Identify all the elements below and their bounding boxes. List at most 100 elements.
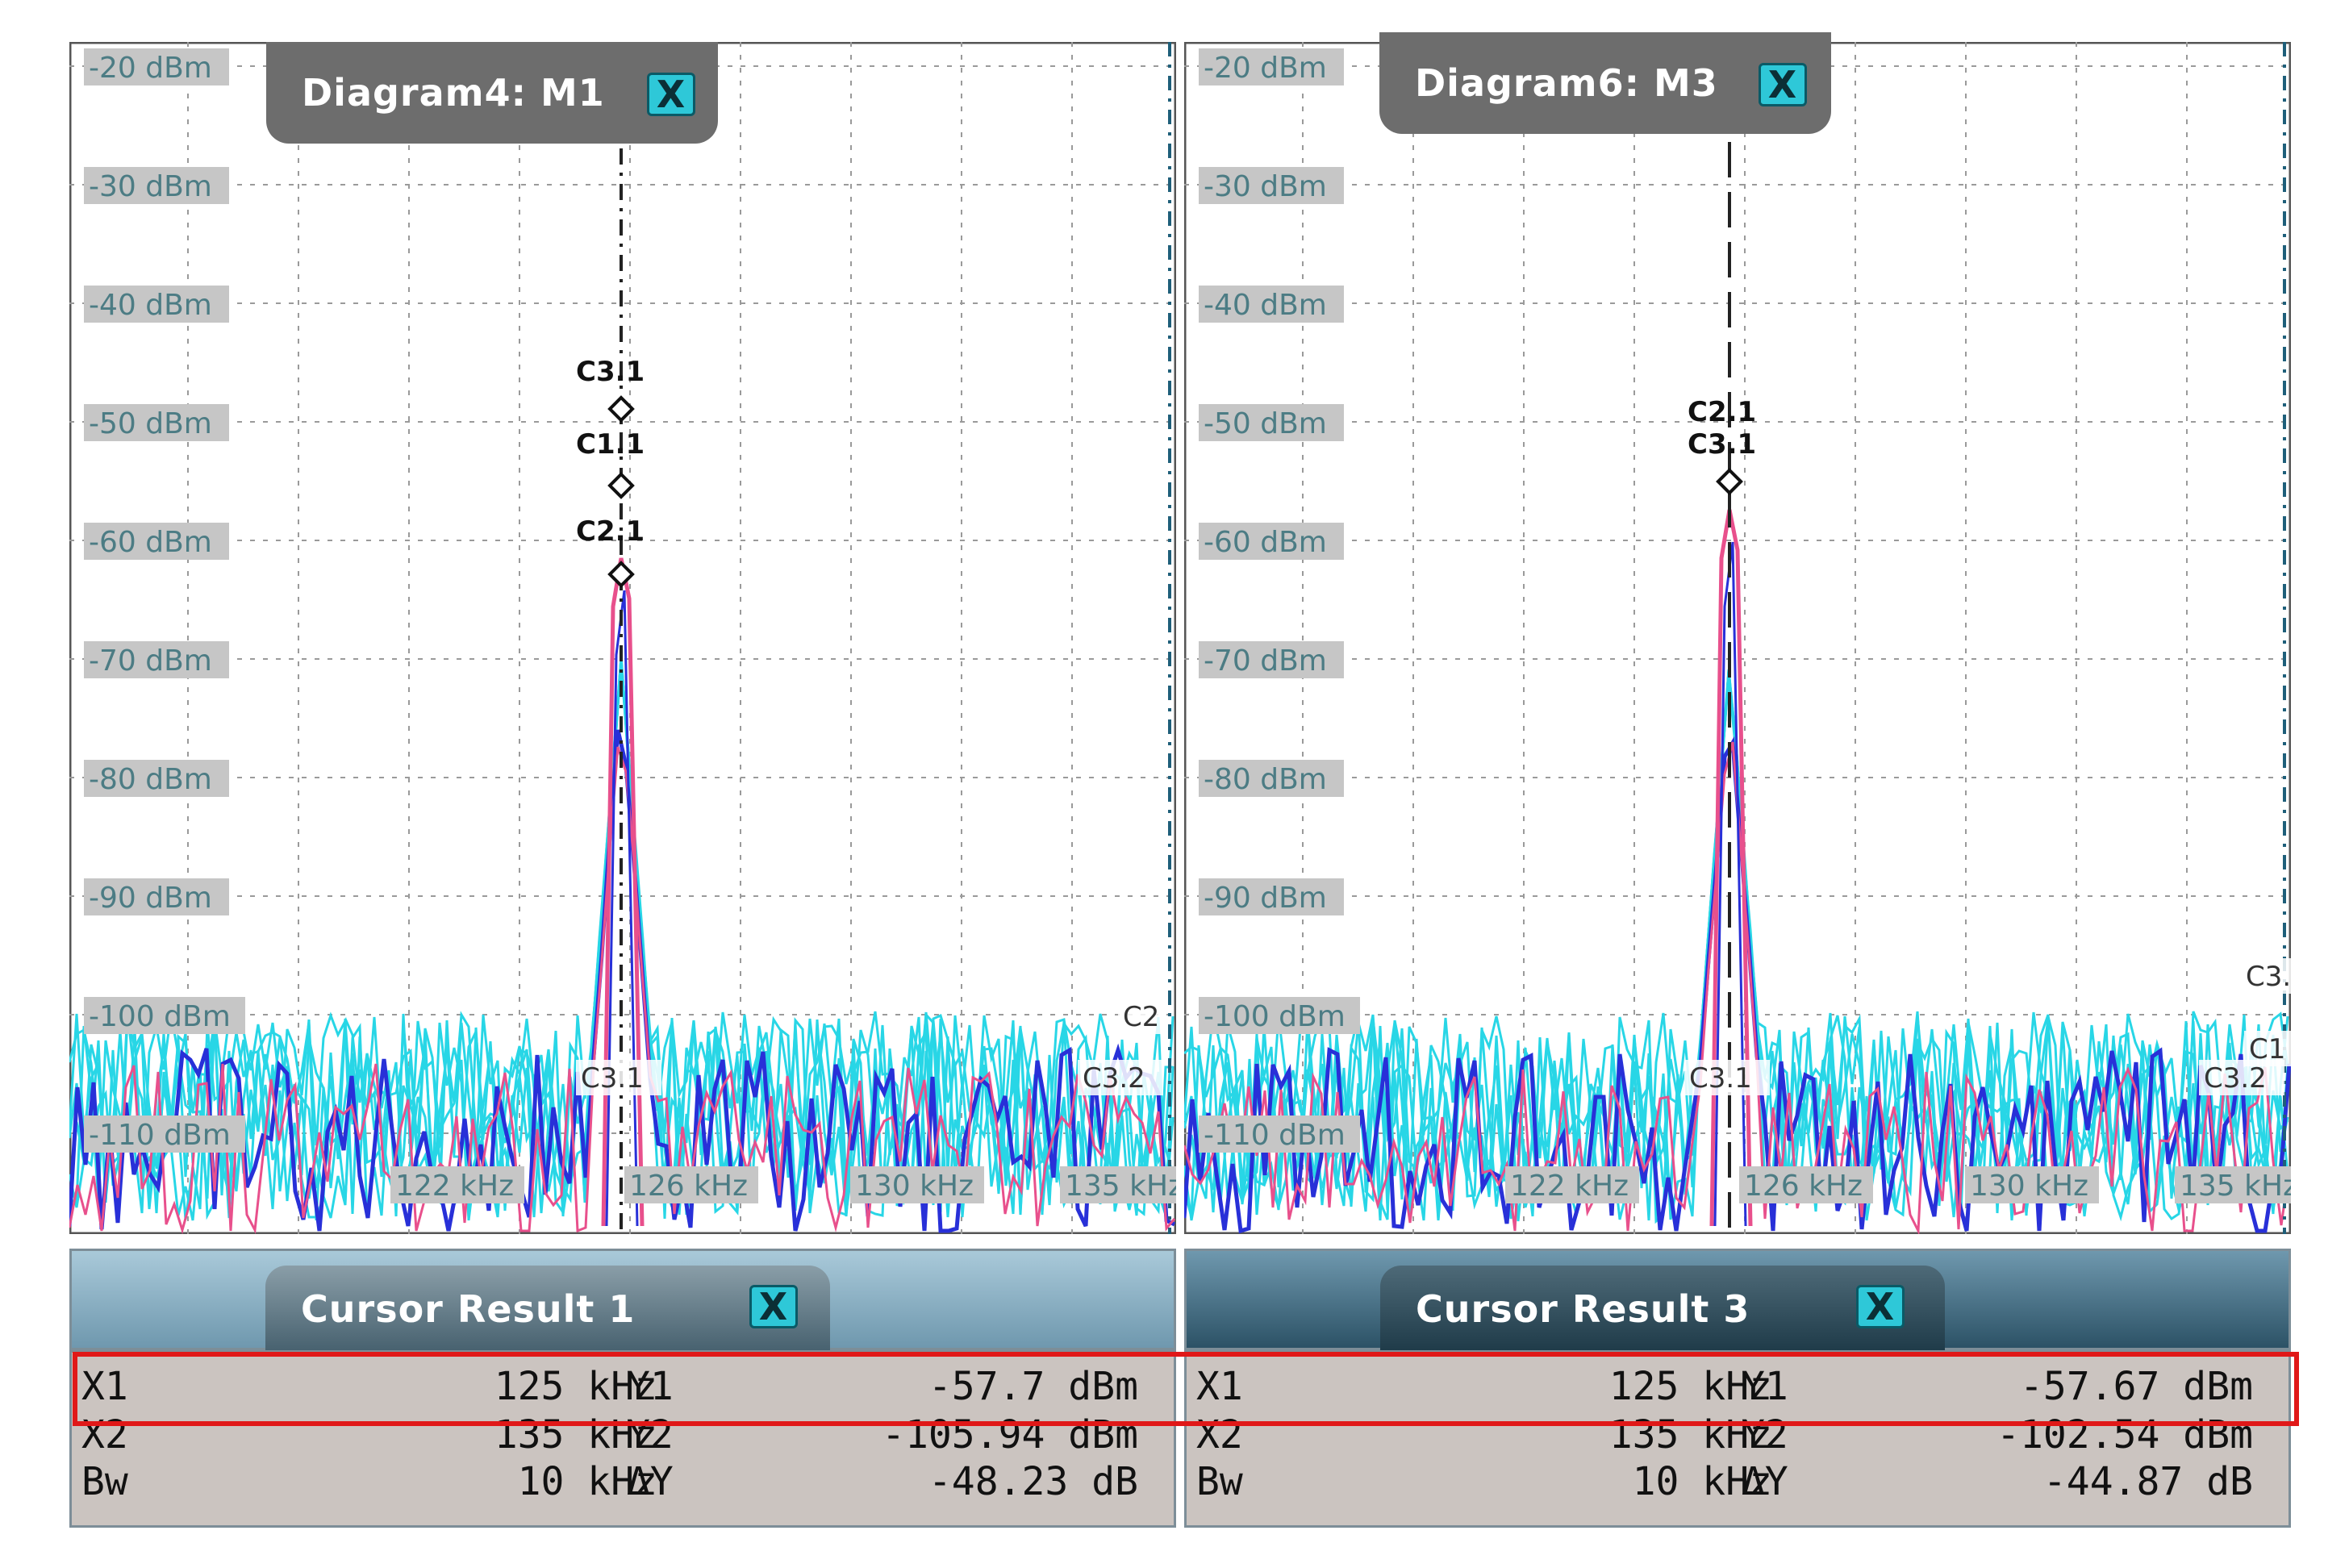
result-value: -48.23 dB [928, 1459, 1138, 1504]
cursor-label-bg [1118, 999, 1165, 1034]
result-row: Bw 10 kHz ΔY -44.87 dB [1187, 1459, 2289, 1506]
y-tick-label: -20 dBm [89, 52, 212, 85]
marker-diamond [607, 395, 635, 423]
plot-frame [69, 42, 1176, 1234]
y-tick-label: -50 dBm [1204, 407, 1327, 440]
result-row: X1 125 kHz Y1 -57.7 dBm [72, 1364, 1174, 1411]
diagram-right-title-tab[interactable]: Diagram6: M3 X [1379, 32, 1831, 134]
y-tick-bg [1199, 167, 1344, 204]
x-tick-bg [390, 1166, 524, 1203]
y-tick-bg [84, 997, 245, 1034]
diagram-right-close-button[interactable]: X [1759, 63, 1807, 106]
trace-blue [69, 729, 1176, 1233]
peak-trace [601, 557, 645, 1227]
y-tick-label: -30 dBm [89, 170, 212, 203]
result-value: -57.7 dBm [928, 1364, 1138, 1409]
cursor-label-bg [1078, 1060, 1163, 1095]
result-row: X2 135 kHz Y2 -105.94 dBm [72, 1412, 1174, 1459]
cursor-result-3-title: Cursor Result 3 [1416, 1287, 1750, 1331]
y-tick-bg [84, 286, 229, 323]
y-tick-label: -90 dBm [89, 882, 212, 915]
y-tick-label: -70 dBm [89, 644, 212, 678]
diagram-left-plot: -20 dBm -30 dBm -40 dBm -50 dBm -60 dBm -70 d… [69, 42, 1176, 1234]
y-tick-label: -40 dBm [1204, 289, 1327, 322]
diagram-left[interactable]: -20 dBm -30 dBm -40 dBm -50 dBm -60 dBm -70 d… [69, 42, 1176, 1234]
diagram-right[interactable]: -20 dBm -30 dBm -40 dBm -50 dBm -60 dBm -70 d… [1184, 42, 2291, 1234]
y-tick-bg [84, 48, 229, 85]
x-tick-bg [850, 1166, 984, 1203]
result-label: X1 [81, 1364, 128, 1409]
x-tick-label: 122 kHz [1510, 1170, 1629, 1203]
result-value: -57.67 dBm [2020, 1364, 2253, 1409]
y-tick-label: -100 dBm [1204, 1000, 1346, 1033]
cursor-result-3-close-button[interactable]: X [1856, 1285, 1905, 1328]
x-tick-bg [1739, 1166, 1873, 1203]
result-label: X2 [1196, 1412, 1243, 1457]
y-tick-bg [1199, 48, 1344, 85]
y-tick-label: -110 dBm [89, 1119, 231, 1152]
cursor-label: C3.1 [581, 1062, 644, 1095]
y-tick-bg [1199, 1116, 1360, 1153]
plot-group: -20 dBm -30 dBm -40 dBm -50 dBm -60 dBm -70 d… [69, 42, 1176, 1234]
diagram-left-title-tab[interactable]: Diagram4: M1 X [266, 42, 718, 144]
result-value: -44.87 dB [2042, 1459, 2253, 1504]
diagram-left-close-button[interactable]: X [647, 73, 695, 116]
result-row: X2 135 kHz Y2 -102.54 dBm [1187, 1412, 2289, 1459]
x-tick-label: 130 kHz [855, 1170, 974, 1203]
x-tick-bg [1965, 1166, 2099, 1203]
x-tick-bg [1060, 1166, 1176, 1203]
x-tick-label: 122 kHz [395, 1170, 514, 1203]
result-value: 125 kHz [494, 1364, 657, 1409]
x-tick-bg [624, 1166, 758, 1203]
cursor-label-bg [2241, 958, 2291, 994]
result-label: Bw [1196, 1459, 1243, 1504]
marker-label: C1.1 [576, 428, 645, 461]
marker-diamond [1716, 468, 1743, 495]
diagram-right-title: Diagram6: M3 [1415, 61, 1718, 105]
result-label: ΔY [627, 1459, 674, 1504]
result-label: Bw [81, 1459, 128, 1504]
result-label: X1 [1196, 1364, 1243, 1409]
y-tick-bg [84, 641, 229, 678]
x-tick-bg [2175, 1166, 2291, 1203]
highlight-box [73, 1352, 2299, 1426]
x-tick-bg [1505, 1166, 1639, 1203]
result-value: 135 kHz [1608, 1412, 1772, 1457]
y-tick-label: -80 dBm [89, 763, 212, 796]
y-tick-label: -60 dBm [1204, 526, 1327, 559]
y-tick-bg [84, 878, 229, 915]
x-tick-label: 130 kHz [1970, 1170, 2088, 1203]
x-tick-label: 135 kHz [2180, 1170, 2291, 1203]
y-tick-bg [1199, 760, 1344, 797]
cursor-label-bg [576, 1060, 661, 1095]
cursor-label: C3.2 [2204, 1062, 2267, 1095]
y-tick-bg [84, 523, 229, 560]
y-tick-label: -20 dBm [1204, 52, 1327, 85]
y-tick-label: -50 dBm [89, 407, 212, 440]
cursor-label: C3. [2246, 961, 2291, 993]
cursor-result-3-header: Cursor Result 3 X [1184, 1249, 2291, 1353]
y-tick-bg [84, 760, 229, 797]
y-tick-bg [1199, 404, 1344, 441]
result-label: Y1 [1742, 1364, 1788, 1409]
cursor-result-1-title: Cursor Result 1 [301, 1287, 636, 1331]
y-tick-label: -30 dBm [1204, 170, 1327, 203]
cursor-result-1-body: X1 125 kHz Y1 -57.7 dBm X2 135 kHz Y2 -1… [69, 1350, 1176, 1528]
marker-label: C3.1 [1688, 428, 1756, 461]
diagram-left-title: Diagram4: M1 [302, 71, 605, 115]
cursor-result-1-close-button[interactable]: X [749, 1285, 798, 1328]
close-icon: X [1865, 1285, 1896, 1328]
y-tick-bg [1199, 523, 1344, 560]
cursor-label-bg [2244, 1031, 2291, 1066]
result-value: 10 kHz [1632, 1459, 1772, 1504]
y-tick-label: -60 dBm [89, 526, 212, 559]
x-tick-label: 126 kHz [629, 1170, 748, 1203]
x-tick-label: 126 kHz [1744, 1170, 1863, 1203]
close-icon: X [1767, 63, 1798, 106]
y-tick-bg [84, 167, 229, 204]
cursor-result-1-tab[interactable]: Cursor Result 1 X [265, 1266, 830, 1353]
y-tick-label: -40 dBm [89, 289, 212, 322]
result-value: 135 kHz [494, 1412, 657, 1457]
cursor-label: C3.1 [1689, 1062, 1752, 1095]
cursor-result-3-tab[interactable]: Cursor Result 3 X [1380, 1266, 1945, 1353]
